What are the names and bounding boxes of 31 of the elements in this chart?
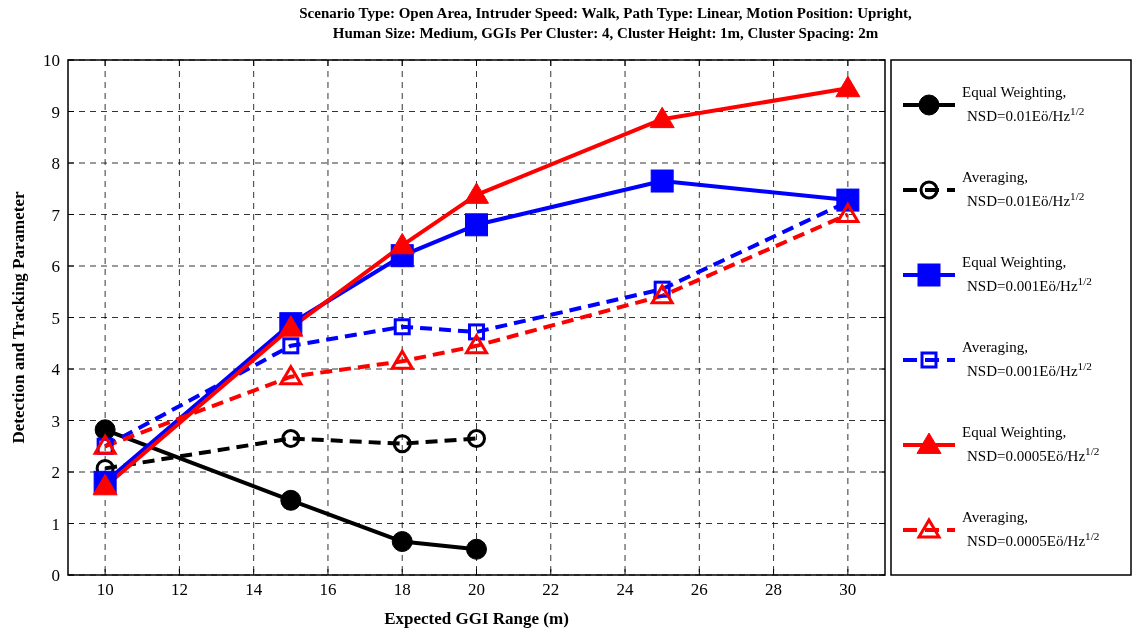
legend-label: Equal Weighting, NSD=0.001Eö/Hz$^{1/2}$ [962,254,1092,294]
y-tick-label: 8 [51,154,60,173]
y-tick-label: 7 [51,205,61,225]
y-tick-label: 5 [51,308,60,328]
y-tick-label: 2 [51,463,60,482]
y-tick-label: 0 [51,566,60,585]
y-tick-label: 6 [51,257,60,276]
x-axis-title: Expected GGI Range (m) [384,609,569,628]
y-tick-label: 3 [51,411,60,431]
x-tick-label: 16 [319,580,337,599]
legend-label: Equal Weighting, NSD=0.01Eö/Hz$^{1/2}$ [962,84,1085,124]
y-axis-title: Detection and Tracking Parameter [9,191,28,444]
y-tick-label: 10 [43,51,60,70]
legend-label: Equal Weighting, NSD=0.0005Eö/Hz$^{1/2}$ [962,424,1100,464]
legend-label: Averaging, NSD=0.001Eö/Hz$^{1/2}$ [962,339,1092,379]
x-tick-label: 30 [839,580,857,599]
x-tick-label: 26 [690,580,708,599]
x-tick-label: 28 [765,580,783,599]
x-tick-label: 18 [393,580,411,599]
legend-label: Averaging, NSD=0.0005Eö/Hz$^{1/2}$ [962,509,1100,549]
x-tick-label: 22 [542,580,560,599]
y-tick-label: 9 [51,102,60,122]
y-tick-label: 4 [51,360,61,379]
x-tick-label: 24 [616,580,635,599]
chart-title: Scenario Type: Open Area, Intruder Speed: Walk, Path Type: Linear, Motion Position: Upright, Human Size: Medium, GGIs Per Cluster: 4, Cluster Height: 1m, Cluster Spacing: 2m [299,5,913,41]
x-tick-label: 10 [96,580,114,599]
legend-label: Averaging, NSD=0.01Eö/Hz$^{1/2}$ [962,169,1085,209]
x-tick-label: 12 [170,580,188,599]
x-tick-label: 14 [245,580,263,599]
x-tick-label: 20 [468,580,485,599]
y-tick-label: 1 [51,514,60,534]
